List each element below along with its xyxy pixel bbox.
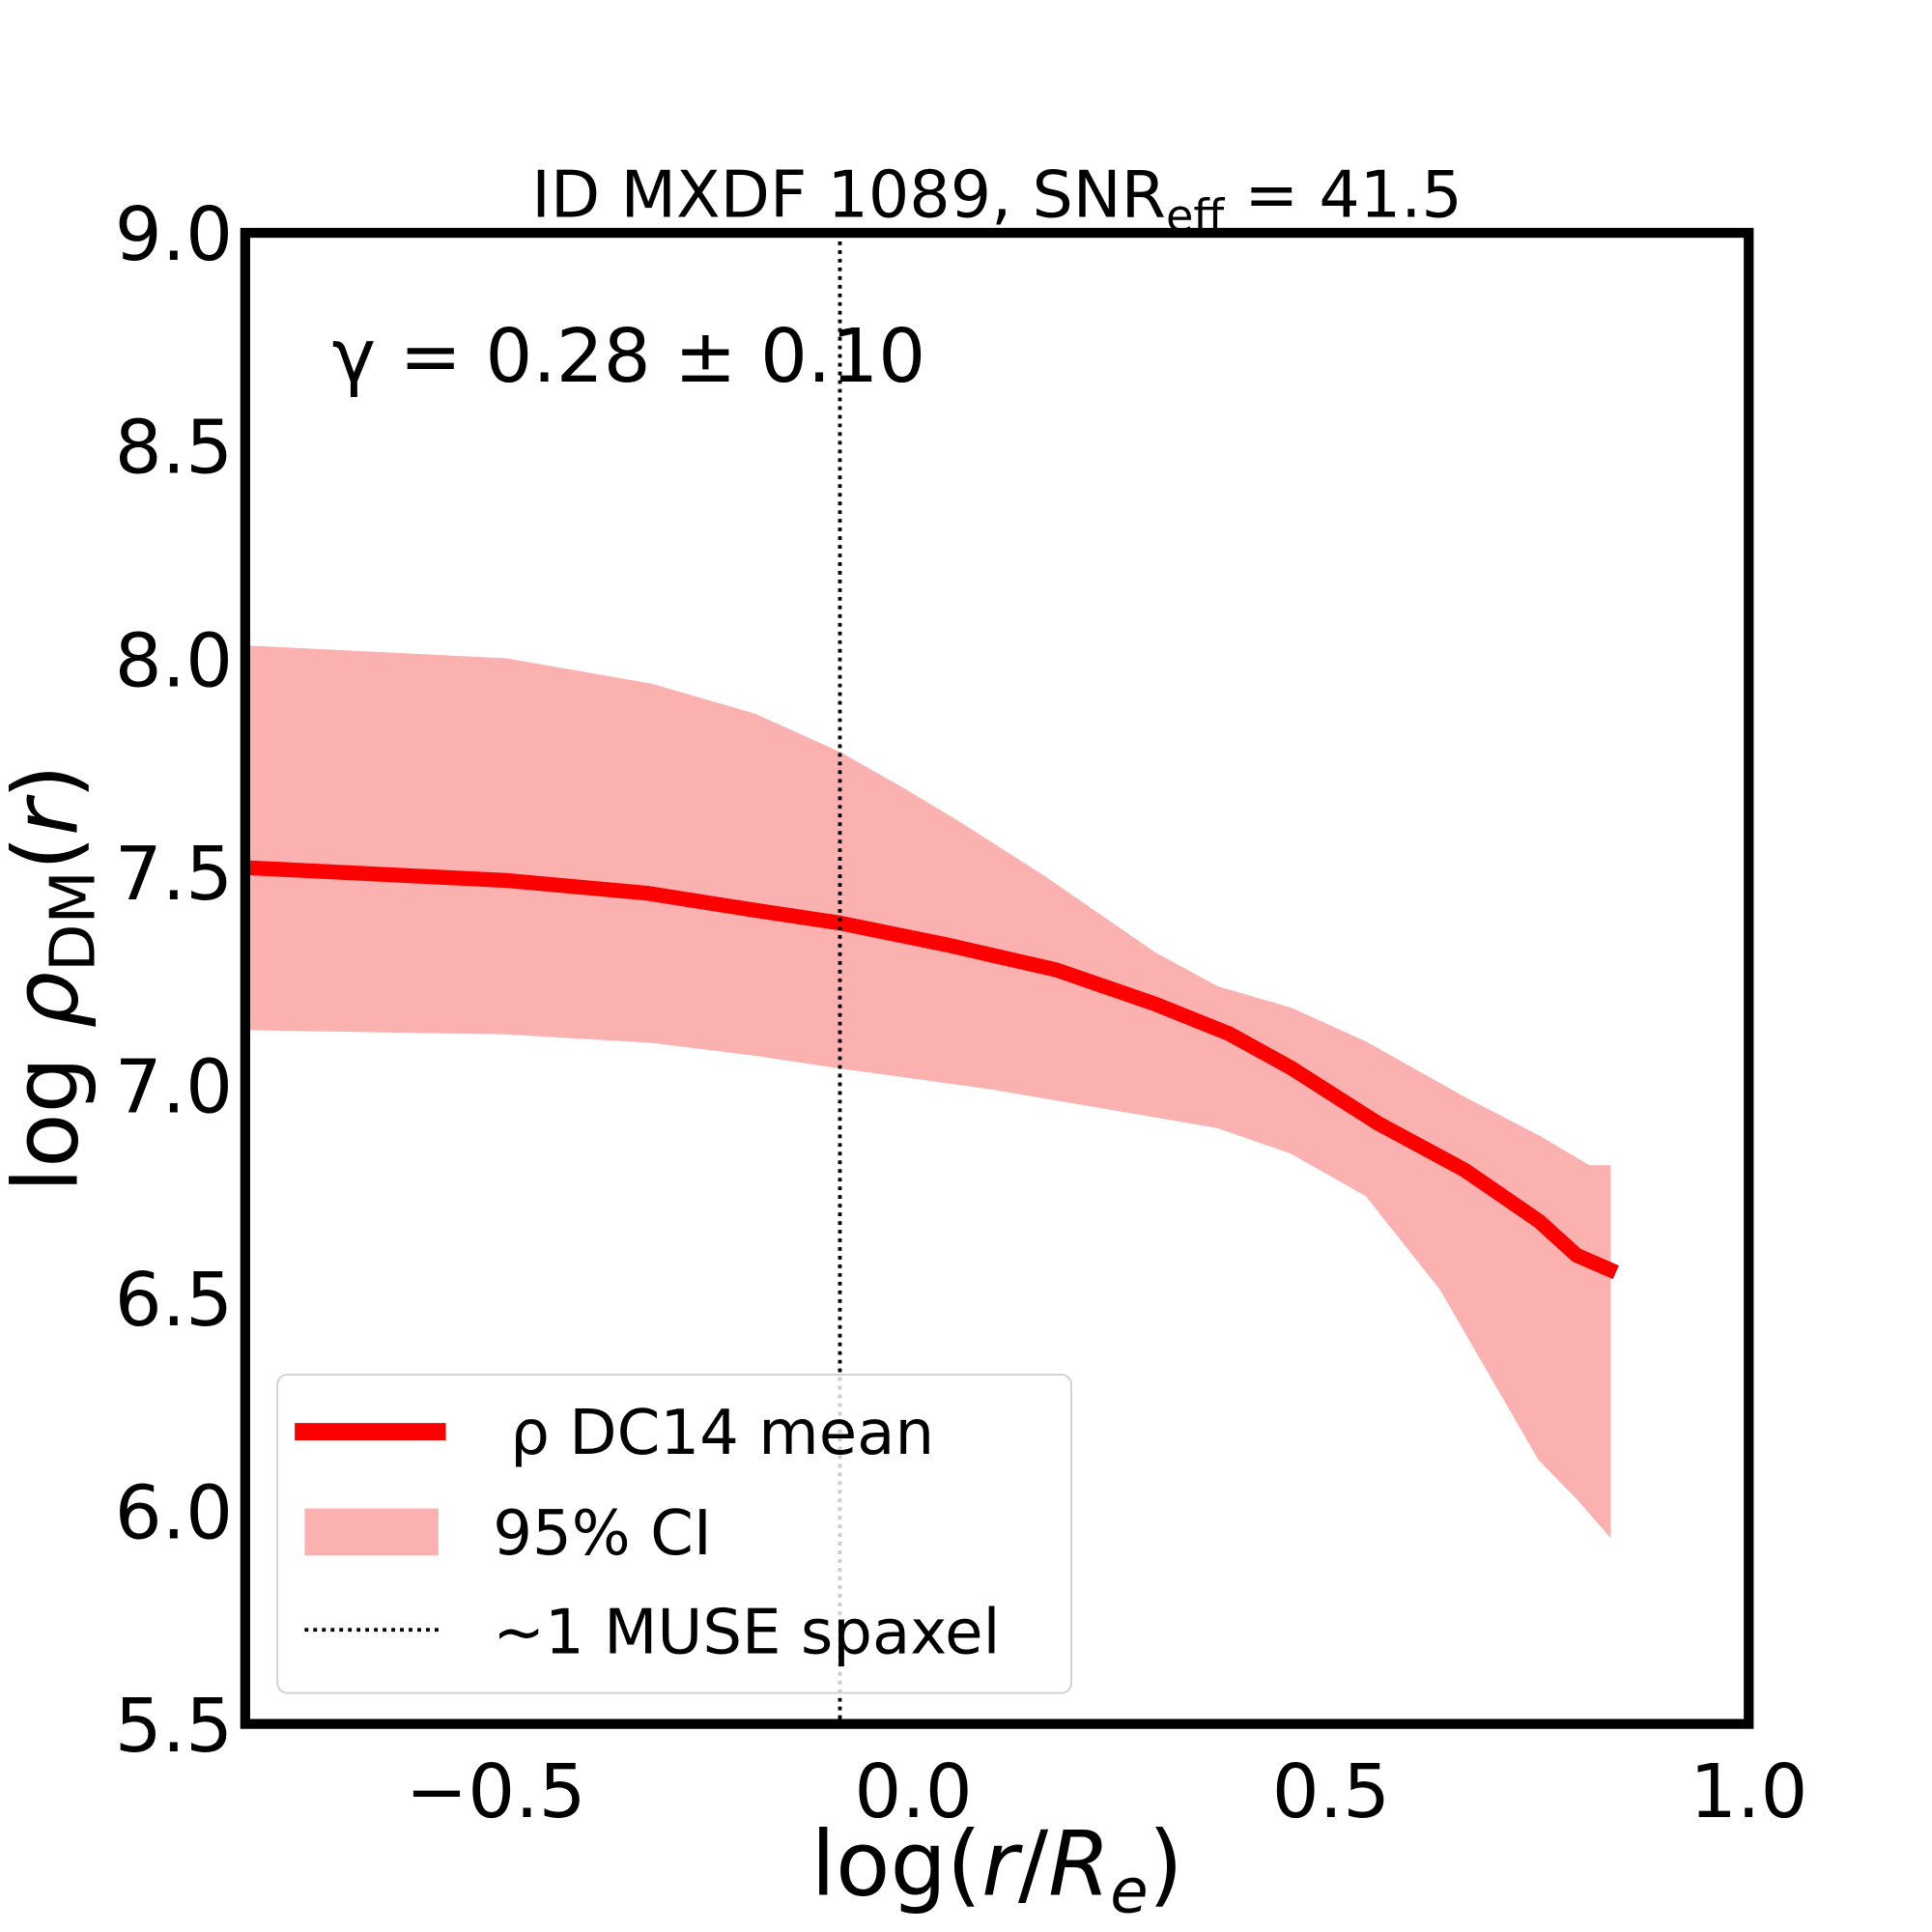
legend-spaxel-label: ~1 MUSE spaxel [493, 1598, 1000, 1669]
legend-frame [276, 1374, 1072, 1694]
y-tick-label: 6.5 [115, 1258, 233, 1344]
x-tick-label: 1.0 [1690, 1749, 1807, 1835]
x-tick-label: −0.5 [406, 1749, 586, 1835]
y-tick-label: 8.5 [115, 406, 233, 492]
legend-ci-swatch [304, 1508, 439, 1556]
x-axis-label: log(r/Re) [810, 1812, 1182, 1928]
mean-line [244, 860, 1619, 1280]
axes-frame [240, 227, 1754, 1729]
x-tick-label: 0.5 [1272, 1749, 1390, 1835]
legend-ci-label: 95% CI [493, 1498, 712, 1570]
y-tick-label: 7.0 [115, 1044, 233, 1130]
y-tick-label: 8.0 [115, 618, 233, 704]
y-axis-label: log ρDM(r) [0, 764, 109, 1192]
legend-mean-label: ρ DC14 mean [510, 1398, 934, 1469]
gamma-annotation: γ = 0.28 ± 0.10 [332, 314, 926, 400]
legend: ρ DC14 mean 95% CI ~1 MUSE spaxel [276, 1374, 1072, 1694]
y-tick-label: 9.0 [115, 192, 233, 278]
x-tick-label: 0.0 [854, 1749, 972, 1835]
y-tick-label: 7.5 [115, 832, 233, 918]
y-tick-label: 5.5 [115, 1684, 233, 1770]
ci-band [244, 645, 1611, 1539]
chart-title: ID MXDF 1089, SNReff = 41.5 [531, 156, 1463, 242]
y-tick-label: 6.0 [115, 1470, 233, 1556]
